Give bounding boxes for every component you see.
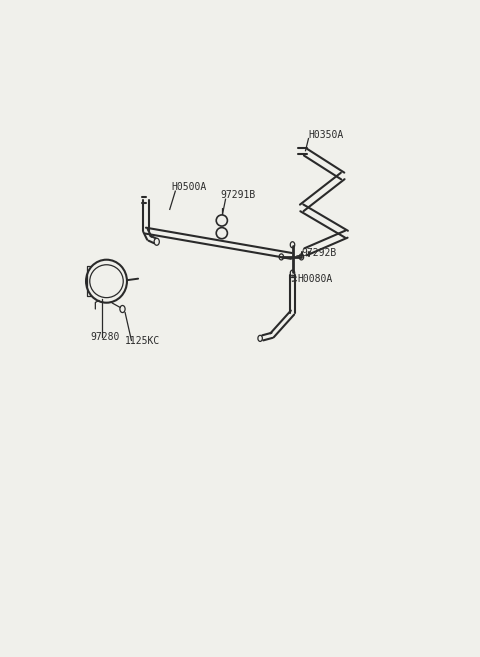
Text: H0500A: H0500A <box>172 182 207 192</box>
Text: 1125KC: 1125KC <box>125 336 160 346</box>
Text: 97292B: 97292B <box>302 248 337 258</box>
Text: 97291B: 97291B <box>221 191 256 200</box>
Text: H0080A: H0080A <box>297 274 332 284</box>
Text: H0350A: H0350A <box>309 129 344 139</box>
Text: 97280: 97280 <box>91 332 120 342</box>
